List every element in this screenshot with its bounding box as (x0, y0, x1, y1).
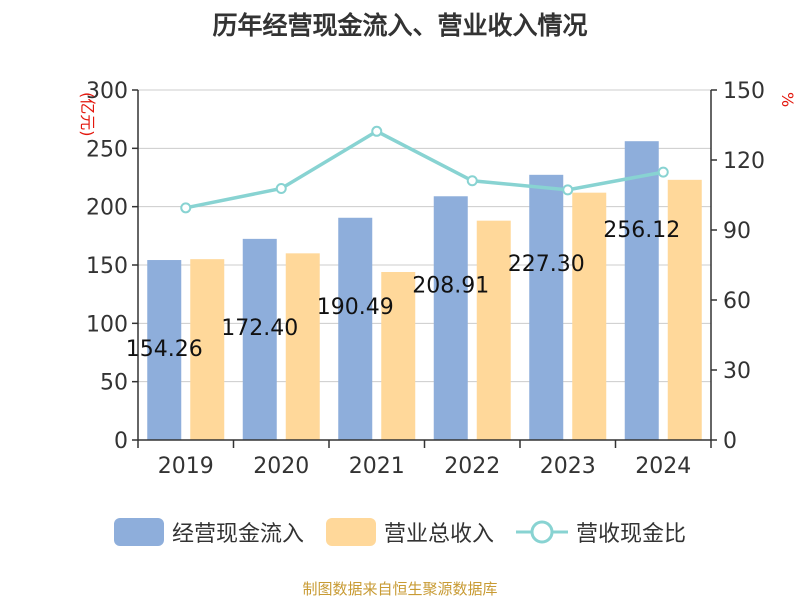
x-tick-label: 2019 (158, 454, 214, 479)
left-axis-unit: (亿元) (78, 92, 97, 137)
left-tick-label: 200 (86, 196, 128, 221)
bar-cash-inflow (624, 141, 659, 440)
bar-cash-inflow (433, 196, 468, 440)
x-tick-label: 2022 (444, 454, 500, 479)
data-label: 208.91 (412, 273, 489, 298)
right-tick-label: 60 (723, 289, 751, 314)
bar-revenue (476, 220, 511, 440)
data-label: 227.30 (508, 252, 585, 277)
bar-cash-inflow (338, 217, 373, 440)
right-axis-unit: % (778, 92, 797, 107)
left-tick-label: 250 (86, 137, 128, 162)
legend-item-ratio[interactable]: 营收现金比 (516, 516, 686, 548)
left-tick-label: 0 (114, 429, 128, 454)
bar-revenue (285, 253, 320, 440)
ratio-point (275, 182, 287, 194)
ratio-point (180, 202, 192, 214)
right-tick-label: 0 (723, 429, 737, 454)
legend-label-revenue: 营业总收入 (383, 522, 494, 547)
right-tick-label: 90 (723, 219, 751, 244)
ratio-point (657, 166, 669, 178)
x-tick-label: 2024 (635, 454, 691, 479)
axes: 0 50 100 150 200 250 300 0 30 60 90 120 150 2019 2020 2… (86, 79, 765, 479)
ratio-point (562, 184, 574, 196)
left-tick-label: 150 (86, 254, 128, 279)
x-tick-label: 2020 (253, 454, 309, 479)
ratio-line-path (185, 129, 664, 210)
right-tick-label: 120 (723, 149, 765, 174)
ratio-point (466, 175, 478, 187)
source-note: 制图数据来自恒生聚源数据库 (302, 580, 498, 598)
data-label: 256.12 (603, 218, 680, 243)
data-label: 190.49 (317, 295, 394, 320)
left-tick-label: 300 (86, 79, 128, 104)
legend-item-revenue[interactable]: 营业总收入 (325, 516, 494, 548)
bar-cash-inflow (147, 260, 182, 440)
legend-label-ratio: 营收现金比 (576, 522, 687, 547)
bar-revenue (667, 179, 702, 441)
left-tick-label: 100 (86, 312, 128, 337)
legend: 经营现金流入 营业总收入 营收现金比 (0, 516, 800, 548)
right-tick-label: 150 (723, 79, 765, 104)
ratio-point (371, 125, 383, 137)
left-tick-label: 50 (100, 371, 128, 396)
bar-revenue (381, 272, 416, 440)
data-label: 172.40 (221, 316, 298, 341)
x-tick-label: 2021 (349, 454, 405, 479)
legend-item-cash-inflow[interactable]: 经营现金流入 (113, 516, 304, 548)
legend-swatch-revenue (325, 518, 376, 546)
chart-title: 历年经营现金流入、营业收入情况 (212, 11, 588, 40)
bars (147, 141, 702, 441)
ratio-line (180, 125, 669, 214)
bar-cash-inflow (242, 238, 277, 440)
legend-swatch-cash-inflow (113, 518, 164, 546)
right-tick-label: 30 (723, 359, 751, 384)
bar-revenue (572, 192, 607, 440)
x-tick-label: 2023 (540, 454, 596, 479)
legend-label-cash-inflow: 经营现金流入 (171, 522, 304, 547)
legend-line-marker-icon (516, 520, 568, 544)
bar-cash-inflow (529, 174, 564, 441)
bar-revenue (190, 259, 225, 440)
